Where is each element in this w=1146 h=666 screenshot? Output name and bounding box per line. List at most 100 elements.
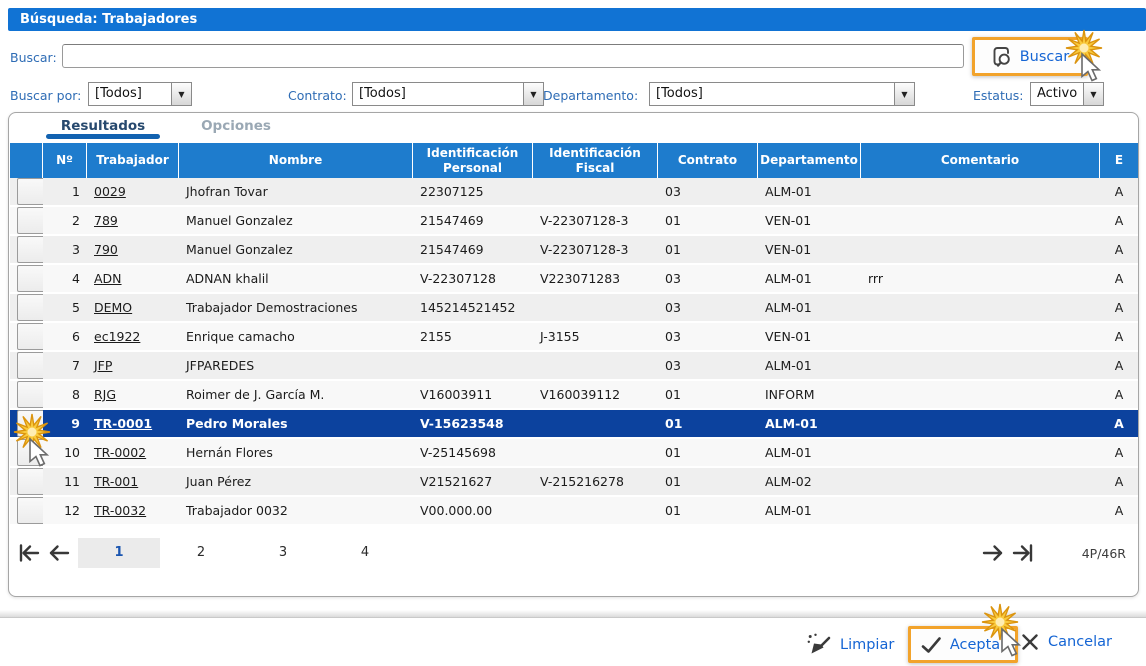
- row-select-checkbox[interactable]: [17, 497, 43, 524]
- table-row[interactable]: 4 ADN ADNAN khalil V-22307128 V223071283 03 AL…: [10, 265, 1138, 294]
- worker-code-link[interactable]: DEMO: [94, 300, 133, 315]
- row-checkbox-cell: [10, 294, 43, 323]
- row-select-checkbox[interactable]: [17, 178, 43, 205]
- cell-worker: TR-001: [87, 468, 179, 497]
- dropdown-arrow-icon[interactable]: ▼: [1083, 83, 1103, 105]
- cell-comment: [861, 294, 1100, 323]
- table-row[interactable]: 2 789 Manuel Gonzalez 21547469 V-22307128-3 0…: [10, 207, 1138, 236]
- worker-code-link[interactable]: TR-001: [94, 474, 139, 489]
- accept-button[interactable]: Aceptar: [908, 626, 1018, 663]
- header-fiscal-id: Identificación Fiscal: [533, 143, 658, 178]
- header-comment: Comentario: [861, 143, 1100, 178]
- row-select-checkbox[interactable]: [17, 381, 43, 408]
- cell-worker: RJG: [87, 381, 179, 410]
- page-number-2[interactable]: 2: [196, 545, 206, 560]
- tab-opciones[interactable]: Opciones: [201, 118, 271, 134]
- worker-code-link[interactable]: ec1922: [94, 329, 141, 344]
- cell-status: A: [1100, 468, 1138, 497]
- table-row[interactable]: 1 0029 Jhofran Tovar 22307125 03 ALM-01 A: [10, 178, 1138, 207]
- row-select-checkbox[interactable]: [17, 294, 43, 321]
- cell-fiscal-id: [533, 497, 658, 526]
- accept-button-label: Aceptar: [949, 636, 1007, 653]
- table-row[interactable]: 8 RJG Roimer de J. García M. V16003911 V1600…: [10, 381, 1138, 410]
- worker-code-link[interactable]: TR-0032: [94, 503, 147, 518]
- dropdown-arrow-icon[interactable]: ▼: [523, 83, 543, 105]
- cell-status: A: [1100, 294, 1138, 323]
- pagination-summary: 4P/46R: [1081, 545, 1126, 561]
- dropdown-arrow-icon[interactable]: ▼: [171, 83, 191, 105]
- row-select-checkbox[interactable]: [17, 323, 43, 350]
- status-select[interactable]: Activo ▼: [1030, 82, 1104, 106]
- table-row[interactable]: 5 DEMO Trabajador Demostraciones 1452145214…: [10, 294, 1138, 323]
- worker-code-link[interactable]: 790: [94, 242, 118, 257]
- table-row[interactable]: 7 JFP JFPAREDES 03 ALM-01 A: [10, 352, 1138, 381]
- row-select-checkbox[interactable]: [17, 410, 43, 437]
- cell-department: ALM-01: [758, 439, 861, 468]
- row-select-checkbox[interactable]: [17, 439, 43, 466]
- row-checkbox-cell: [10, 497, 43, 526]
- cell-num: 8: [43, 381, 87, 410]
- tab-resultados[interactable]: Resultados: [60, 118, 146, 134]
- search-button[interactable]: Buscar: [972, 37, 1088, 76]
- cell-fiscal-id: V223071283: [533, 265, 658, 294]
- first-page-button[interactable]: [14, 538, 44, 568]
- worker-code-link[interactable]: JFP: [94, 358, 113, 373]
- cell-department: ALM-02: [758, 468, 861, 497]
- row-select-checkbox[interactable]: [17, 352, 43, 379]
- table-row[interactable]: 6 ec1922 Enrique camacho 2155 J-3155 03 VEN-01…: [10, 323, 1138, 352]
- worker-code-link[interactable]: ADN: [94, 271, 122, 286]
- dropdown-arrow-icon[interactable]: ▼: [894, 83, 914, 105]
- worker-code-link[interactable]: RJG: [94, 387, 117, 402]
- contract-value: [Todos]: [359, 86, 406, 101]
- table-row[interactable]: 10 TR-0002 Hernán Flores V-25145698 01 ALM-01…: [10, 439, 1138, 468]
- last-page-icon: [1012, 544, 1032, 562]
- status-value: Activo: [1037, 86, 1078, 101]
- first-page-icon: [19, 544, 40, 562]
- row-select-checkbox[interactable]: [17, 236, 43, 263]
- search-button-label: Buscar: [1019, 48, 1070, 65]
- pagination-bar: 1 2 3 4 4P/46R: [10, 538, 1138, 568]
- search-by-value: [Todos]: [95, 86, 142, 101]
- cell-name: Trabajador Demostraciones: [179, 294, 413, 323]
- search-input[interactable]: [62, 44, 964, 68]
- cancel-button[interactable]: Cancelar: [1020, 632, 1112, 652]
- cell-contract: 03: [658, 323, 758, 352]
- cell-personal-id: V16003911: [413, 381, 533, 410]
- row-select-checkbox[interactable]: [17, 265, 43, 292]
- row-checkbox-cell: [10, 323, 43, 352]
- worker-code-link[interactable]: 0029: [94, 184, 126, 199]
- cell-status: A: [1100, 497, 1138, 526]
- search-by-select[interactable]: [Todos] ▼: [88, 82, 192, 106]
- cell-comment: [861, 352, 1100, 381]
- row-select-checkbox[interactable]: [17, 468, 43, 495]
- contract-select[interactable]: [Todos] ▼: [352, 82, 544, 106]
- page-number-3[interactable]: 3: [278, 545, 288, 560]
- worker-code-link[interactable]: TR-0002: [94, 445, 147, 460]
- table-row[interactable]: 12 TR-0032 Trabajador 0032 V00.000.00 01 ALM-…: [10, 497, 1138, 526]
- row-checkbox-cell: [10, 410, 43, 439]
- cell-comment: [861, 207, 1100, 236]
- cell-department: VEN-01: [758, 207, 861, 236]
- cell-name: JFPAREDES: [179, 352, 413, 381]
- cell-num: 9: [43, 410, 87, 439]
- page-number-4[interactable]: 4: [360, 545, 370, 560]
- contract-label: Contrato:: [288, 88, 347, 103]
- table-row[interactable]: 3 790 Manuel Gonzalez 21547469 V-22307128-3 0…: [10, 236, 1138, 265]
- last-page-button[interactable]: [1008, 538, 1038, 568]
- table-row[interactable]: 11 TR-001 Juan Pérez V21521627 V-215216278 01…: [10, 468, 1138, 497]
- cell-comment: [861, 439, 1100, 468]
- cell-personal-id: 22307125: [413, 178, 533, 207]
- clear-button[interactable]: Limpiar: [806, 632, 894, 658]
- page-number-1[interactable]: 1: [78, 538, 160, 568]
- cell-personal-id: V00.000.00: [413, 497, 533, 526]
- worker-code-link[interactable]: 789: [94, 213, 118, 228]
- cell-status: A: [1100, 439, 1138, 468]
- cell-status: A: [1100, 410, 1138, 439]
- row-select-checkbox[interactable]: [17, 207, 43, 234]
- next-page-button[interactable]: [978, 538, 1008, 568]
- department-select[interactable]: [Todos] ▼: [649, 82, 915, 106]
- table-row[interactable]: 9 TR-0001 Pedro Morales V-15623548 01 ALM-01 A: [10, 410, 1138, 439]
- worker-code-link[interactable]: TR-0001: [94, 416, 153, 431]
- cell-name: Hernán Flores: [179, 439, 413, 468]
- prev-page-button[interactable]: [44, 538, 74, 568]
